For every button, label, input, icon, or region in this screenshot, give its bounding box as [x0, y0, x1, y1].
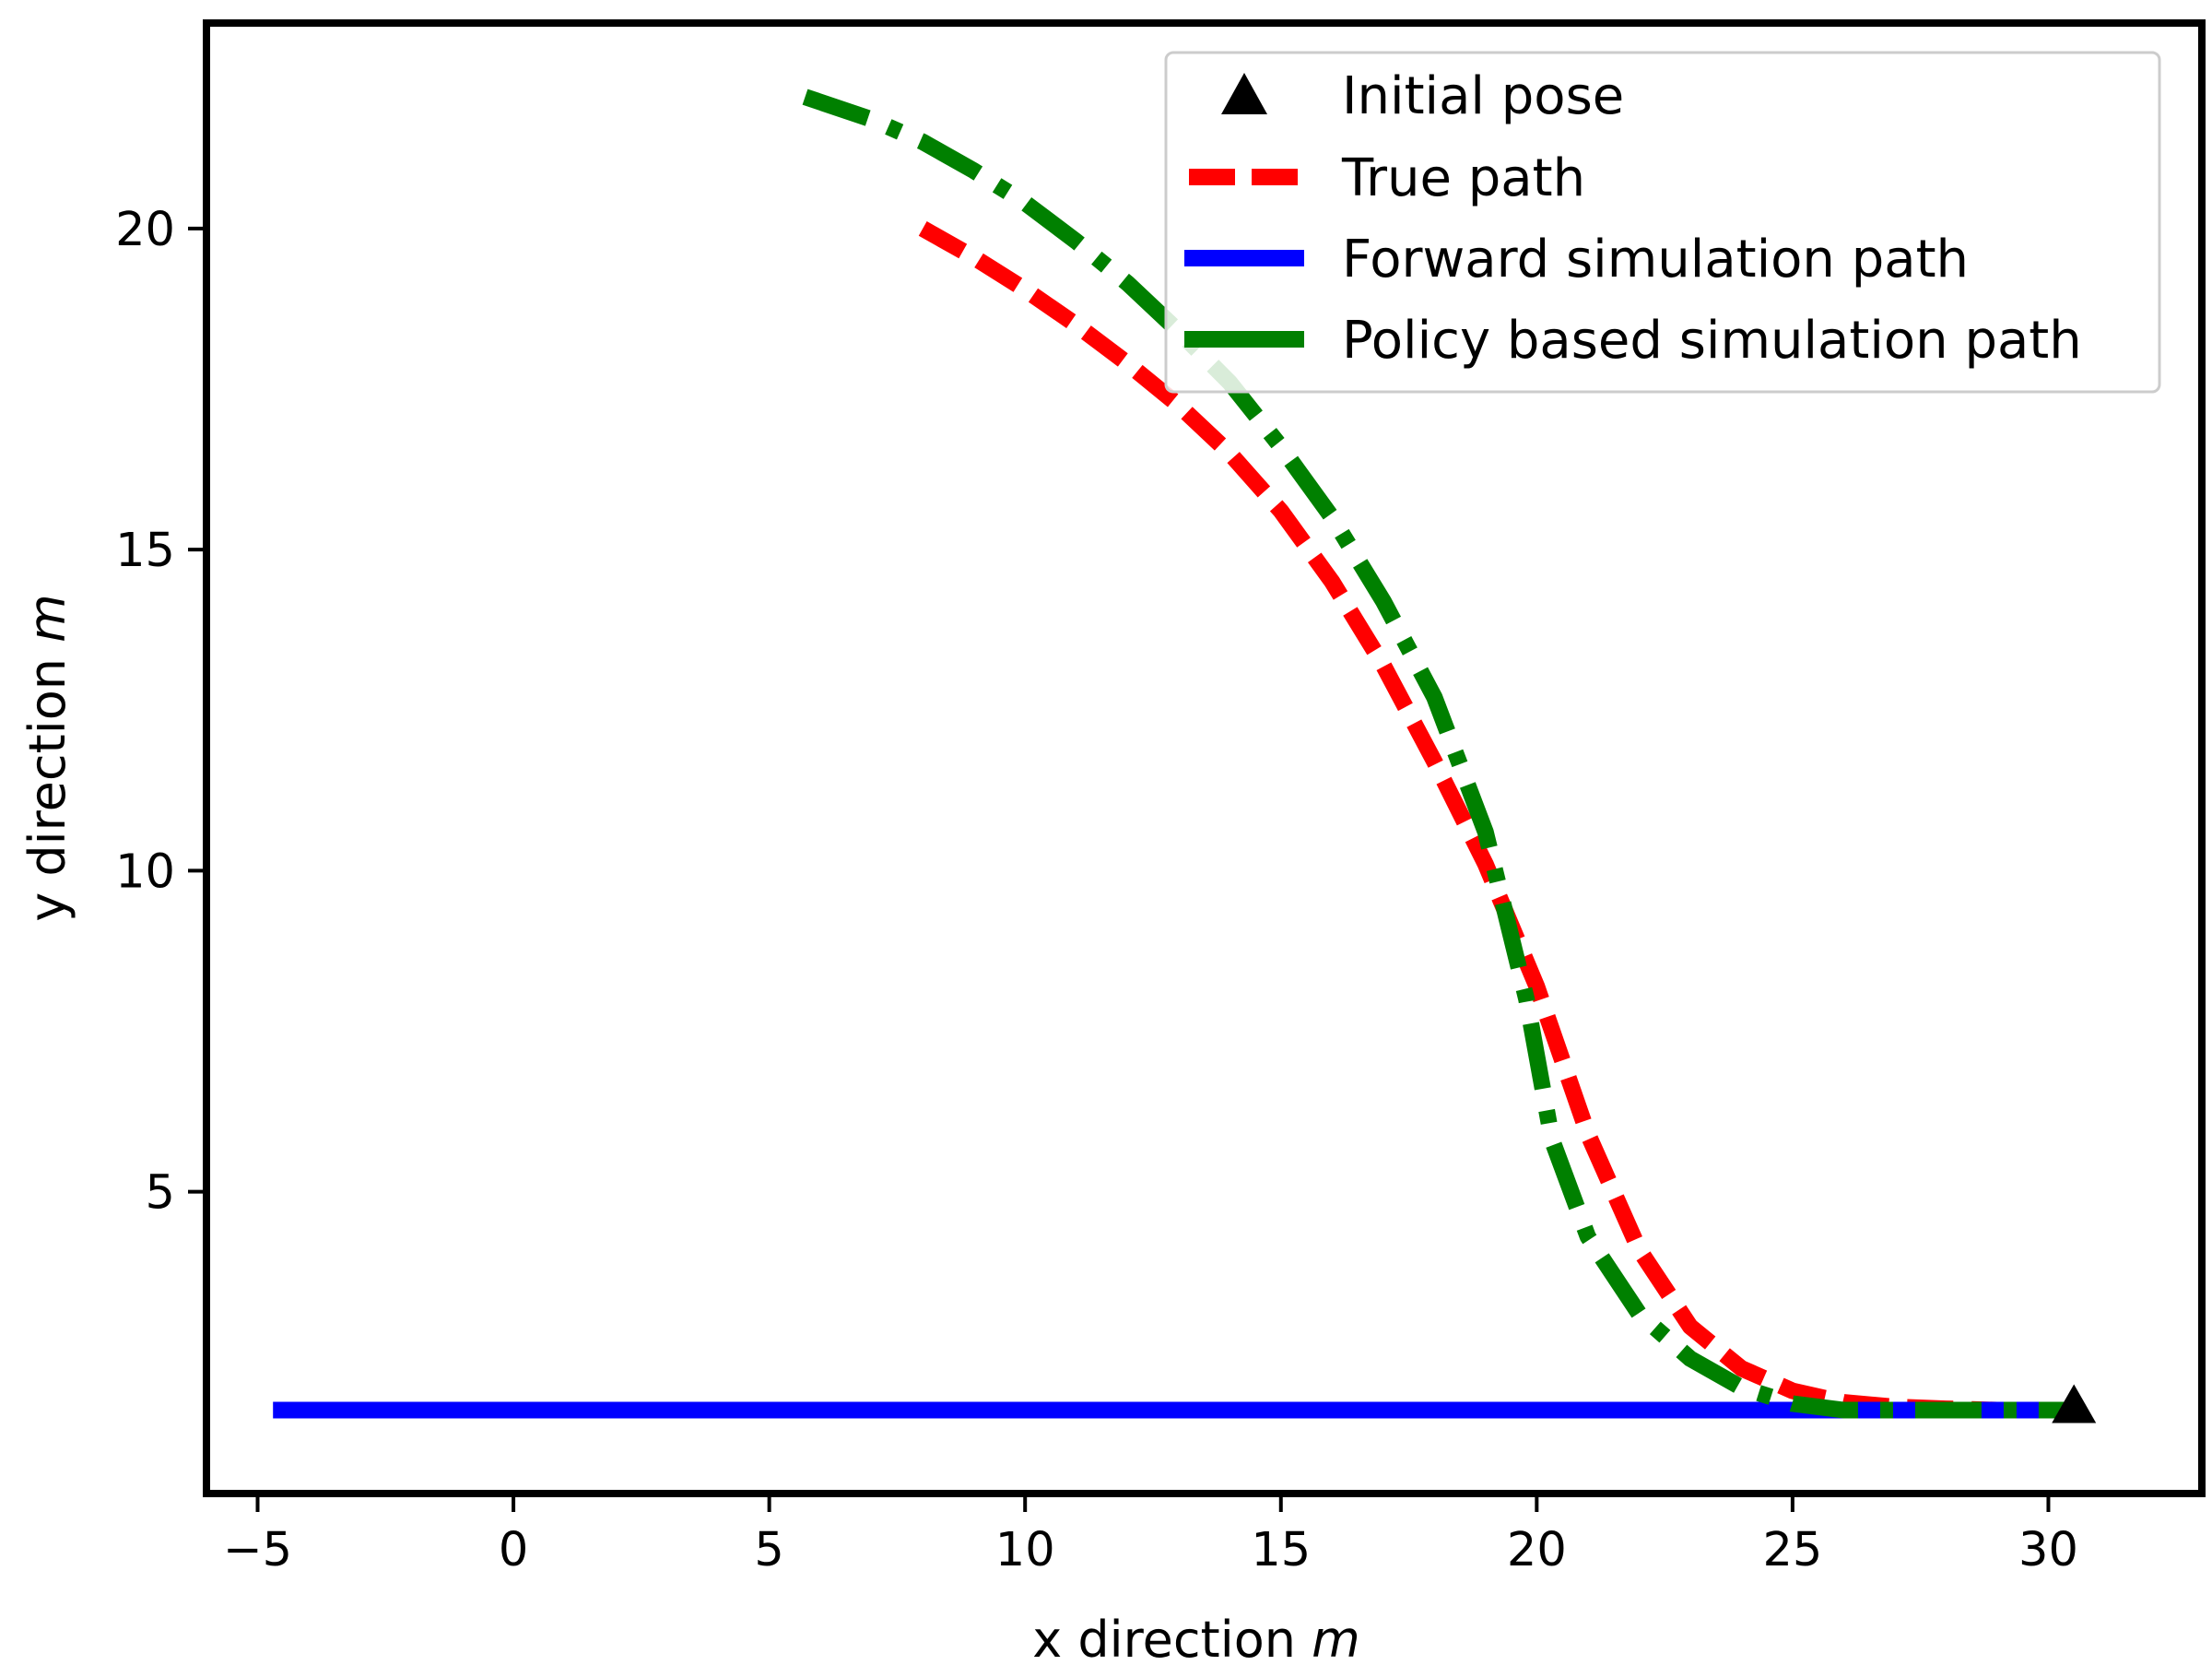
plot-frame [203, 19, 2206, 1497]
legend-triangle-icon [1221, 73, 1267, 114]
x-axis-label-unit: m [1312, 1611, 1360, 1669]
x-tick-label: 5 [754, 1523, 783, 1577]
x-tick-label: 30 [2018, 1523, 2078, 1577]
y-axis-label-text: y direction [18, 658, 76, 922]
x-axis-label-text: x direction [1032, 1611, 1296, 1669]
series-line-policy-based-simulation-path [802, 89, 2075, 1419]
x-tick-label: −5 [223, 1523, 292, 1577]
y-tick-label: 15 [115, 524, 175, 578]
legend-label-policy-based-simulation-path: Policy based simulation path [1342, 311, 2082, 371]
legend: Initial pose True path Forward simulatio… [1164, 51, 2161, 394]
series-layer [273, 89, 2075, 1419]
y-axis: 5 10 15 20 [115, 203, 203, 1221]
x-axis-label: x direction m [1032, 1611, 1360, 1669]
legend-label-forward-simulation-path: Forward simulation path [1342, 230, 1969, 289]
x-tick-label: 25 [1762, 1523, 1822, 1577]
x-axis: −5 0 5 10 15 20 25 30 [223, 1497, 2078, 1577]
legend-label-true-path: True path [1341, 148, 1585, 208]
legend-entry-policy-based-simulation-path: Policy based simulation path [1184, 311, 2082, 371]
legend-label-initial-pose: Initial pose [1342, 66, 1624, 126]
x-tick-label: 10 [995, 1523, 1055, 1577]
legend-box [1164, 51, 2161, 394]
legend-entry-forward-simulation-path: Forward simulation path [1184, 230, 1969, 289]
initial-pose-marker [2052, 1384, 2097, 1423]
x-tick-label: 0 [499, 1523, 528, 1577]
y-axis-label: y direction m [18, 594, 76, 922]
y-tick-label: 10 [115, 844, 175, 899]
x-tick-label: 20 [1507, 1523, 1567, 1577]
legend-entry-initial-pose: Initial pose [1221, 66, 1624, 126]
x-tick-label: 15 [1251, 1523, 1311, 1577]
y-tick-label: 20 [115, 203, 175, 257]
legend-entry-true-path: True path [1189, 148, 1585, 208]
y-axis-label-unit: m [18, 594, 76, 643]
y-tick-label: 5 [146, 1166, 175, 1221]
